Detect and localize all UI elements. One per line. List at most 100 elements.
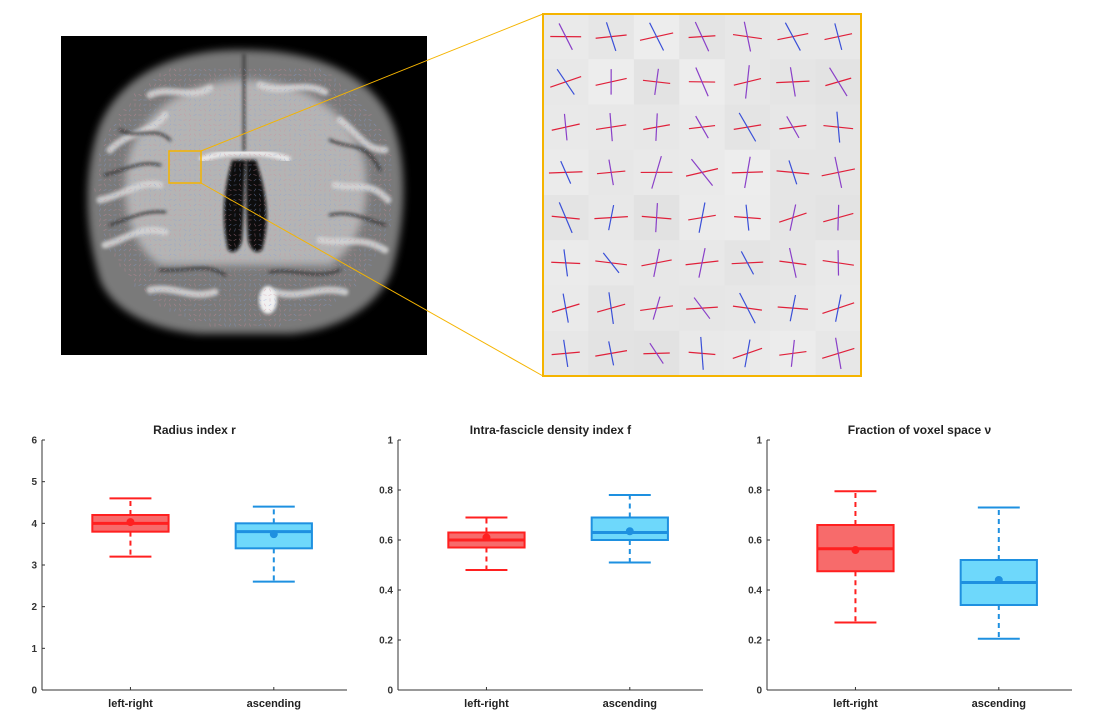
- fiber-glyph: [777, 22, 809, 51]
- y-tick-label: 5: [31, 477, 37, 488]
- y-tick-label: 2: [31, 602, 37, 613]
- fiber-glyph: [641, 203, 672, 233]
- y-tick-label: 0: [387, 686, 393, 697]
- chart-title: Radius index r: [153, 423, 236, 437]
- mean-marker: [126, 518, 135, 527]
- y-tick-label: 4: [31, 519, 37, 530]
- fiber-glyph: [822, 250, 854, 276]
- boxplot-3: Fraction of voxel space ν 0 0.2 0.4 0.6 0.8 1 l…: [748, 423, 1072, 710]
- fiber-glyph: [686, 297, 718, 320]
- fiber-glyph: [595, 69, 627, 95]
- fiber-glyph: [595, 252, 628, 274]
- fiber-glyph: [640, 296, 674, 320]
- fiber-glyph: [779, 116, 807, 139]
- zoom-connector-bottom: [200, 182, 544, 377]
- y-tick-label: 1: [387, 436, 393, 447]
- y-tick-label: 0.6: [379, 536, 393, 547]
- y-tick-label: 6: [31, 436, 37, 447]
- boxplot-1: Radius index r 0 1 2 3 4 5 6 left-right ascending: [31, 423, 347, 710]
- brain-mri-image: [61, 36, 427, 355]
- fiber-glyph: [595, 112, 627, 142]
- fiber-glyph: [642, 68, 671, 96]
- fiber-glyph-overlay: [94, 68, 392, 327]
- fiber-glyph: [823, 204, 854, 231]
- fiber-glyph: [825, 67, 852, 97]
- x-tick-label-ascending: ascending: [603, 698, 657, 710]
- zoom-inset-border: [542, 13, 862, 377]
- zoom-connector-top: [200, 13, 544, 152]
- boxplot-2: Intra-fascicle density index f 0 0.2 0.4 0.6…: [379, 423, 703, 710]
- y-tick-label: 0: [31, 686, 37, 697]
- fiber-glyph: [776, 160, 810, 185]
- fiber-glyph: [548, 160, 583, 184]
- mean-marker: [269, 530, 278, 539]
- fiber-glyph: [821, 156, 856, 189]
- fiber-glyph: [732, 292, 762, 324]
- fiber-glyph: [822, 337, 855, 370]
- y-tick-label: 0.6: [748, 536, 762, 547]
- y-tick-label: 1: [756, 436, 762, 447]
- fiber-glyph: [596, 292, 626, 325]
- x-tick-label-left-right: left-right: [108, 698, 153, 710]
- fiber-glyph: [734, 204, 761, 231]
- fiber-glyph: [778, 204, 807, 231]
- box-left-right: [91, 497, 170, 558]
- fiber-glyph: [550, 23, 582, 51]
- fiber-glyph: [594, 204, 628, 231]
- fiber-glyph: [731, 156, 764, 189]
- y-tick-label: 0.8: [748, 486, 762, 497]
- roi-highlight-box: [168, 150, 202, 184]
- box-left-right: [816, 490, 895, 624]
- fiber-glyph: [731, 251, 764, 275]
- fiber-glyph: [779, 339, 807, 367]
- y-tick-label: 0: [756, 686, 762, 697]
- fiber-glyph: [643, 113, 670, 141]
- zoom-inset-panel: [543, 14, 862, 377]
- fiber-glyph: [732, 339, 763, 368]
- y-tick-label: 0.2: [379, 636, 393, 647]
- x-tick-label-ascending: ascending: [247, 698, 301, 710]
- fiber-glyph: [685, 158, 719, 186]
- fiber-glyph: [732, 21, 762, 52]
- fiber-glyph: [688, 115, 716, 139]
- x-tick-label-left-right: left-right: [464, 698, 509, 710]
- fiber-glyph: [639, 22, 674, 51]
- fiber-glyph: [551, 113, 580, 141]
- fiber-glyph: [596, 159, 626, 186]
- fiber-glyph: [824, 23, 853, 51]
- y-tick-label: 3: [31, 561, 37, 572]
- chart-title: Fraction of voxel space ν: [848, 423, 992, 437]
- box-ascending: [959, 506, 1038, 640]
- x-tick-label-left-right: left-right: [833, 698, 878, 710]
- y-tick-label: 0.2: [748, 636, 762, 647]
- y-tick-label: 1: [31, 644, 37, 655]
- fiber-glyph: [823, 111, 854, 143]
- fiber-glyph: [733, 65, 762, 99]
- fiber-glyph: [550, 68, 582, 95]
- fiber-glyph: [733, 112, 762, 142]
- fiber-glyph: [551, 249, 581, 277]
- fiber-glyph: [641, 248, 672, 278]
- fiber-glyph: [595, 341, 628, 366]
- fiber-glyph: [779, 247, 807, 278]
- fiber-glyph: [551, 339, 580, 368]
- mean-marker: [994, 576, 1003, 584]
- fiber-glyph: [776, 67, 810, 97]
- box-ascending: [234, 505, 313, 583]
- mean-marker: [625, 527, 634, 536]
- fiber-glyph: [688, 67, 716, 97]
- box-ascending: [590, 494, 669, 564]
- mean-marker: [851, 546, 860, 554]
- fiber-glyph: [688, 202, 716, 233]
- y-tick-label: 0.8: [379, 486, 393, 497]
- y-tick-label: 0.4: [748, 586, 762, 597]
- fiber-glyph: [643, 342, 670, 364]
- fiber-glyph: [688, 336, 716, 370]
- fiber-glyph: [688, 21, 716, 52]
- fiber-glyph: [551, 202, 580, 234]
- mean-marker: [482, 533, 491, 542]
- fiber-glyph: [822, 294, 855, 322]
- fiber-glyph: [640, 155, 673, 189]
- fiber-glyph: [777, 294, 809, 322]
